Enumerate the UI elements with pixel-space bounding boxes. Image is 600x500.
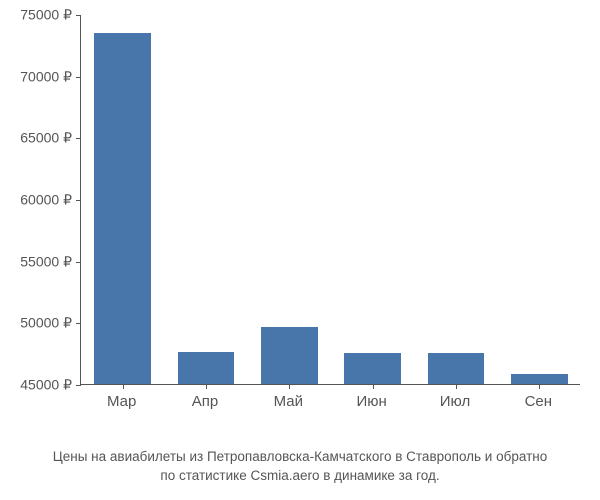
x-tick (373, 384, 374, 389)
y-tick (76, 385, 81, 386)
bar (178, 352, 235, 384)
x-tick (123, 384, 124, 389)
chart-container: 45000 ₽50000 ₽55000 ₽60000 ₽65000 ₽70000… (80, 15, 580, 410)
x-axis-label: Мар (107, 393, 136, 410)
x-axis-label: Май (274, 393, 303, 410)
x-axis-label: Июл (440, 393, 470, 410)
y-axis-label: 65000 ₽ (20, 130, 72, 147)
caption-line-1: Цены на авиабилеты из Петропавловска-Кам… (0, 448, 600, 467)
y-tick (76, 15, 81, 16)
bar (428, 353, 485, 384)
x-axis-label: Сен (525, 393, 552, 410)
x-tick (539, 384, 540, 389)
y-axis-label: 70000 ₽ (20, 68, 72, 85)
y-tick (76, 138, 81, 139)
bar (344, 353, 401, 384)
y-axis-label: 45000 ₽ (20, 377, 72, 394)
y-tick (76, 262, 81, 263)
x-axis-label: Июн (356, 393, 386, 410)
x-axis-label: Апр (192, 393, 218, 410)
bar (261, 327, 318, 384)
y-tick (76, 77, 81, 78)
y-axis-label: 55000 ₽ (20, 253, 72, 270)
plot-area (80, 15, 580, 385)
y-tick (76, 200, 81, 201)
caption-line-2: по статистике Csmia.aero в динамике за г… (0, 467, 600, 486)
y-axis-label: 75000 ₽ (20, 7, 72, 24)
x-tick (456, 384, 457, 389)
y-axis-label: 60000 ₽ (20, 192, 72, 209)
bar (511, 374, 568, 384)
y-axis-label: 50000 ₽ (20, 315, 72, 332)
bar (94, 33, 151, 385)
x-tick (206, 384, 207, 389)
y-tick (76, 323, 81, 324)
x-tick (289, 384, 290, 389)
